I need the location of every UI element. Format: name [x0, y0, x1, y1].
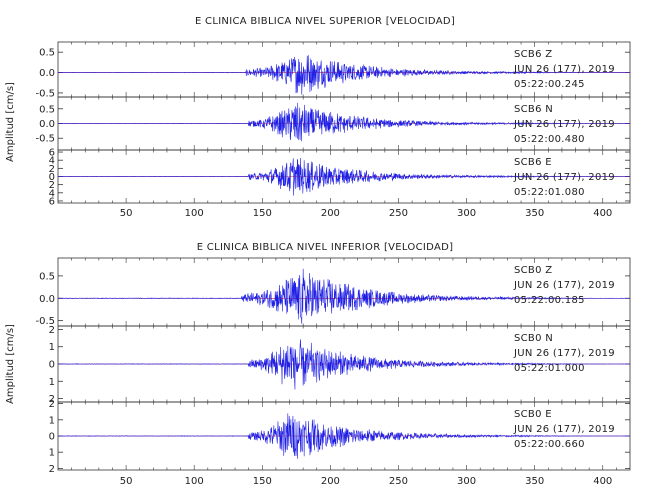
time-label: 05:22:01.000 — [514, 363, 585, 374]
station-label: SCB0 N — [514, 333, 553, 344]
x-tick-label: 50 — [120, 208, 133, 219]
y-tick-label: -0.5 — [35, 134, 55, 145]
y-tick-label: 2 — [49, 464, 55, 475]
date-label: JUN 26 (177), 2019 — [513, 172, 615, 183]
trace-panel-scb0-e: 2 1 0 1 2 SCB0 E JUN 26 (177), 2019 05:22:00.66… — [49, 399, 631, 475]
y-tick-label: 1 — [49, 415, 55, 426]
trace-panel-scb6-n: 0.5 0.0 -0.5 SCB6 N JUN 26 (177), 2019 05:22:… — [35, 96, 631, 151]
x-tick-label: 250 — [389, 208, 408, 219]
station-label: SCB6 Z — [514, 49, 552, 60]
x-tick-label: 300 — [457, 208, 476, 219]
y-tick-label: 0 — [49, 360, 55, 371]
y-tick-label: 0 — [49, 432, 55, 443]
x-tick-label: 50 — [120, 476, 133, 487]
time-label: 05:22:00.480 — [514, 134, 585, 145]
y-tick-label: 1 — [49, 448, 55, 459]
x-tick-label: 150 — [253, 476, 272, 487]
x-tick-label: 400 — [593, 476, 612, 487]
trace-panel-scb0-z: 0.5 0.0 -0.5 SCB0 Z JUN 26 (177), 2019 05:22:… — [35, 257, 631, 327]
y-tick-label: 1 — [49, 342, 55, 353]
station-label: SCB0 Z — [514, 265, 552, 276]
x-tick-label: 350 — [525, 208, 544, 219]
y-tick-label: 6 — [49, 148, 55, 159]
x-tick-label: 150 — [253, 208, 272, 219]
y-tick-label: 2 — [49, 325, 55, 336]
y-tick-label: -0.5 — [35, 316, 55, 327]
station-label: SCB6 E — [514, 157, 552, 168]
y-tick-label: 2 — [49, 164, 55, 175]
y-tick-label: 0.0 — [39, 294, 55, 305]
time-label: 05:22:01.080 — [514, 187, 585, 198]
x-tick-label: 100 — [185, 208, 204, 219]
y-tick-label: 0.0 — [39, 68, 55, 79]
y-tick-label: 0.5 — [39, 271, 55, 282]
y-axis-label: Amplitud [cm/s] — [5, 324, 16, 404]
y-tick-label: 4 — [49, 188, 55, 199]
chart-title: E CLINICA BIBLICA NIVEL SUPERIOR [VELOCI… — [195, 16, 455, 27]
x-tick-label: 200 — [321, 476, 340, 487]
waveform-scb6-e — [57, 158, 631, 196]
y-axis-label: Amplitud [cm/s] — [5, 82, 16, 162]
trace-panel-scb0-n: 2 1 0 1 2 SCB0 N JUN 26 (177), 2019 05:22:01.00… — [49, 325, 631, 405]
x-tick-label: 300 — [457, 476, 476, 487]
date-label: JUN 26 (177), 2019 — [513, 119, 615, 130]
waveform-scb0-z — [57, 268, 631, 324]
x-tick-label: 100 — [185, 476, 204, 487]
y-tick-label: -0.5 — [35, 88, 55, 99]
date-label: JUN 26 (177), 2019 — [513, 424, 615, 435]
y-tick-label: 0 — [49, 172, 55, 183]
y-tick-label: 0.0 — [39, 119, 55, 130]
waveform-scb0-n — [57, 339, 631, 390]
x-tick-label: 200 — [321, 208, 340, 219]
date-label: JUN 26 (177), 2019 — [513, 64, 615, 75]
time-label: 05:22:00.185 — [514, 295, 585, 306]
time-label: 05:22:00.245 — [514, 79, 585, 90]
x-tick-label: 350 — [525, 476, 544, 487]
waveform-scb6-n — [57, 102, 631, 142]
y-tick-label: 0.5 — [39, 104, 55, 115]
date-label: JUN 26 (177), 2019 — [513, 348, 615, 359]
x-tick-label: 250 — [389, 476, 408, 487]
y-tick-label: 1 — [49, 377, 55, 388]
trace-panel-scb6-z: 0.5 0.0 -0.5 SCB6 Z JUN 26 (177), 2019 05:22:… — [35, 41, 631, 99]
waveform-scb0-e — [57, 413, 631, 459]
time-label: 05:22:00.660 — [514, 439, 585, 450]
date-label: JUN 26 (177), 2019 — [513, 280, 615, 291]
y-tick-label: 4 — [49, 156, 55, 167]
station-label: SCB0 E — [514, 409, 552, 420]
y-tick-label: 2 — [49, 180, 55, 191]
waveform-scb6-z — [57, 55, 631, 95]
y-tick-label: 2 — [49, 399, 55, 410]
y-tick-label: 6 — [49, 196, 55, 207]
station-label: SCB6 N — [514, 104, 553, 115]
y-tick-label: 0.5 — [39, 48, 55, 59]
chart-title: E CLINICA BIBLICA NIVEL INFERIOR [VELOCI… — [197, 242, 454, 253]
x-tick-label: 400 — [593, 208, 612, 219]
y-tick-label: 2 — [49, 394, 55, 405]
